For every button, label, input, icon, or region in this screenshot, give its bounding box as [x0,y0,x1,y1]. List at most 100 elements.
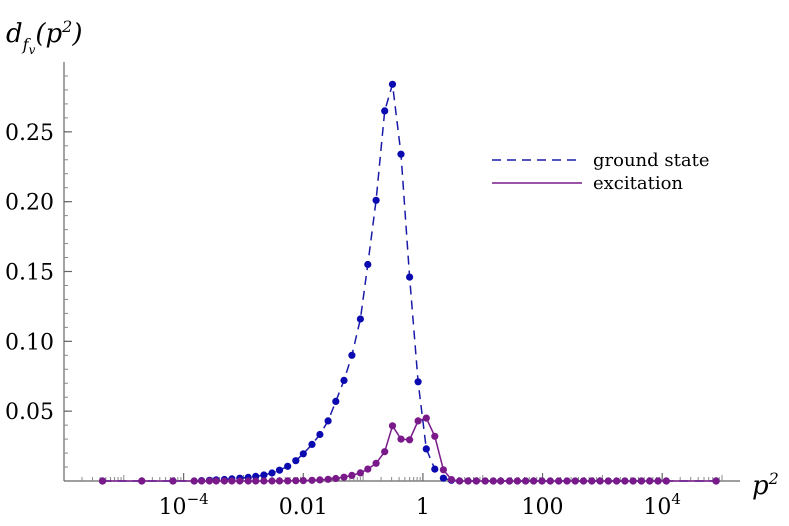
data-point-excitation [388,422,397,430]
data-point-ground-state [381,107,389,115]
data-point-excitation [513,477,522,485]
data-point-ground-state [431,465,439,473]
data-point-excitation [198,477,206,485]
data-point-excitation [260,477,268,485]
data-point-excitation [546,477,554,485]
data-point-ground-state [388,80,397,88]
data-point-excitation [422,414,430,422]
data-point-excitation [190,477,198,485]
data-point-excitation [579,477,588,485]
legend-label-excitation: excitation [593,173,683,194]
data-point-excitation [571,477,579,485]
x-tick-label: 0.01 [279,495,328,520]
data-point-ground-state [299,450,307,458]
data-point-excitation [613,477,621,485]
data-point-excitation [340,473,348,481]
data-point-excitation [596,477,604,485]
data-point-excitation [397,435,405,443]
data-point-excitation [316,476,324,484]
data-point-excitation [654,477,662,485]
y-axis-title: dfv(p2) [6,17,83,57]
y-tick-label: 0.15 [5,261,54,286]
data-point-excitation [228,477,236,485]
data-point-excitation [530,477,538,485]
data-point-excitation [431,432,439,440]
data-point-excitation [324,475,332,483]
y-tick-label: 0.25 [5,121,54,146]
data-point-ground-state [268,469,276,477]
data-point-ground-state [356,315,364,323]
data-point-excitation [275,477,284,485]
data-point-excitation [299,477,307,485]
data-point-excitation [284,477,292,485]
data-point-excitation [563,477,571,485]
data-point-excitation [381,448,389,456]
minor-ticks [64,75,723,481]
data-point-ground-state [275,466,284,474]
x-ticks: 10−4 0.01 1 100 104 [159,473,681,520]
data-point-ground-state [332,397,340,405]
data-point-excitation [205,477,213,485]
data-point-ground-state [397,150,405,158]
x-axis-title: p2 [752,469,779,501]
data-point-excitation [497,477,505,485]
data-point-excitation [646,477,654,485]
data-point-excitation [332,474,340,483]
legend-label-ground-state: ground state [593,150,709,171]
y-tick-label: 0.20 [5,191,54,216]
data-point-ground-state [414,378,422,386]
y-tick-label: 0.05 [5,400,54,425]
data-point-excitation [604,477,612,485]
data-point-ground-state [260,471,268,479]
data-point-ground-state [292,457,300,465]
data-point-ground-state [372,196,380,204]
data-point-ground-state [364,260,372,269]
plot-area [98,80,720,485]
x-tick-label: 10−4 [159,490,209,520]
data-point-excitation [447,476,455,484]
data-point-ground-state [348,351,356,359]
data-point-excitation [98,477,107,485]
data-point-excitation [588,477,596,485]
data-point-excitation [629,477,637,485]
data-point-excitation [236,477,244,485]
data-point-excitation [464,477,472,485]
data-point-excitation [439,466,447,474]
data-point-ground-state [308,440,316,448]
data-point-excitation [268,477,276,485]
data-point-excitation [662,477,670,485]
data-point-excitation [637,477,646,485]
data-point-excitation [220,477,228,485]
series-line-ground-state [102,84,717,482]
data-point-excitation [489,477,497,485]
data-point-excitation [138,477,146,485]
data-point-ground-state [284,462,292,470]
data-point-excitation [348,471,356,479]
axes [63,62,740,482]
data-point-excitation [481,477,489,485]
data-point-excitation [555,477,563,485]
data-point-excitation [356,469,364,477]
data-point-excitation [364,465,372,473]
y-ticks: 0.05 0.10 0.15 0.20 0.25 [5,121,72,425]
data-point-excitation [456,477,464,485]
data-point-excitation [212,477,220,485]
data-point-excitation [538,477,546,485]
y-tick-label: 0.10 [5,330,54,355]
data-point-excitation [406,436,414,444]
data-point-excitation [169,477,177,485]
data-point-excitation [621,477,629,485]
series-line-excitation [102,417,717,482]
data-point-excitation [522,477,530,485]
data-point-ground-state [316,430,324,439]
data-point-excitation [252,477,260,485]
data-point-excitation [308,476,316,484]
data-point-excitation [505,477,514,485]
data-point-excitation [472,477,480,485]
data-point-excitation [244,477,252,485]
data-point-ground-state [324,417,332,425]
data-point-excitation [414,417,422,425]
legend: ground state excitation [492,150,709,194]
data-point-ground-state [422,445,430,453]
